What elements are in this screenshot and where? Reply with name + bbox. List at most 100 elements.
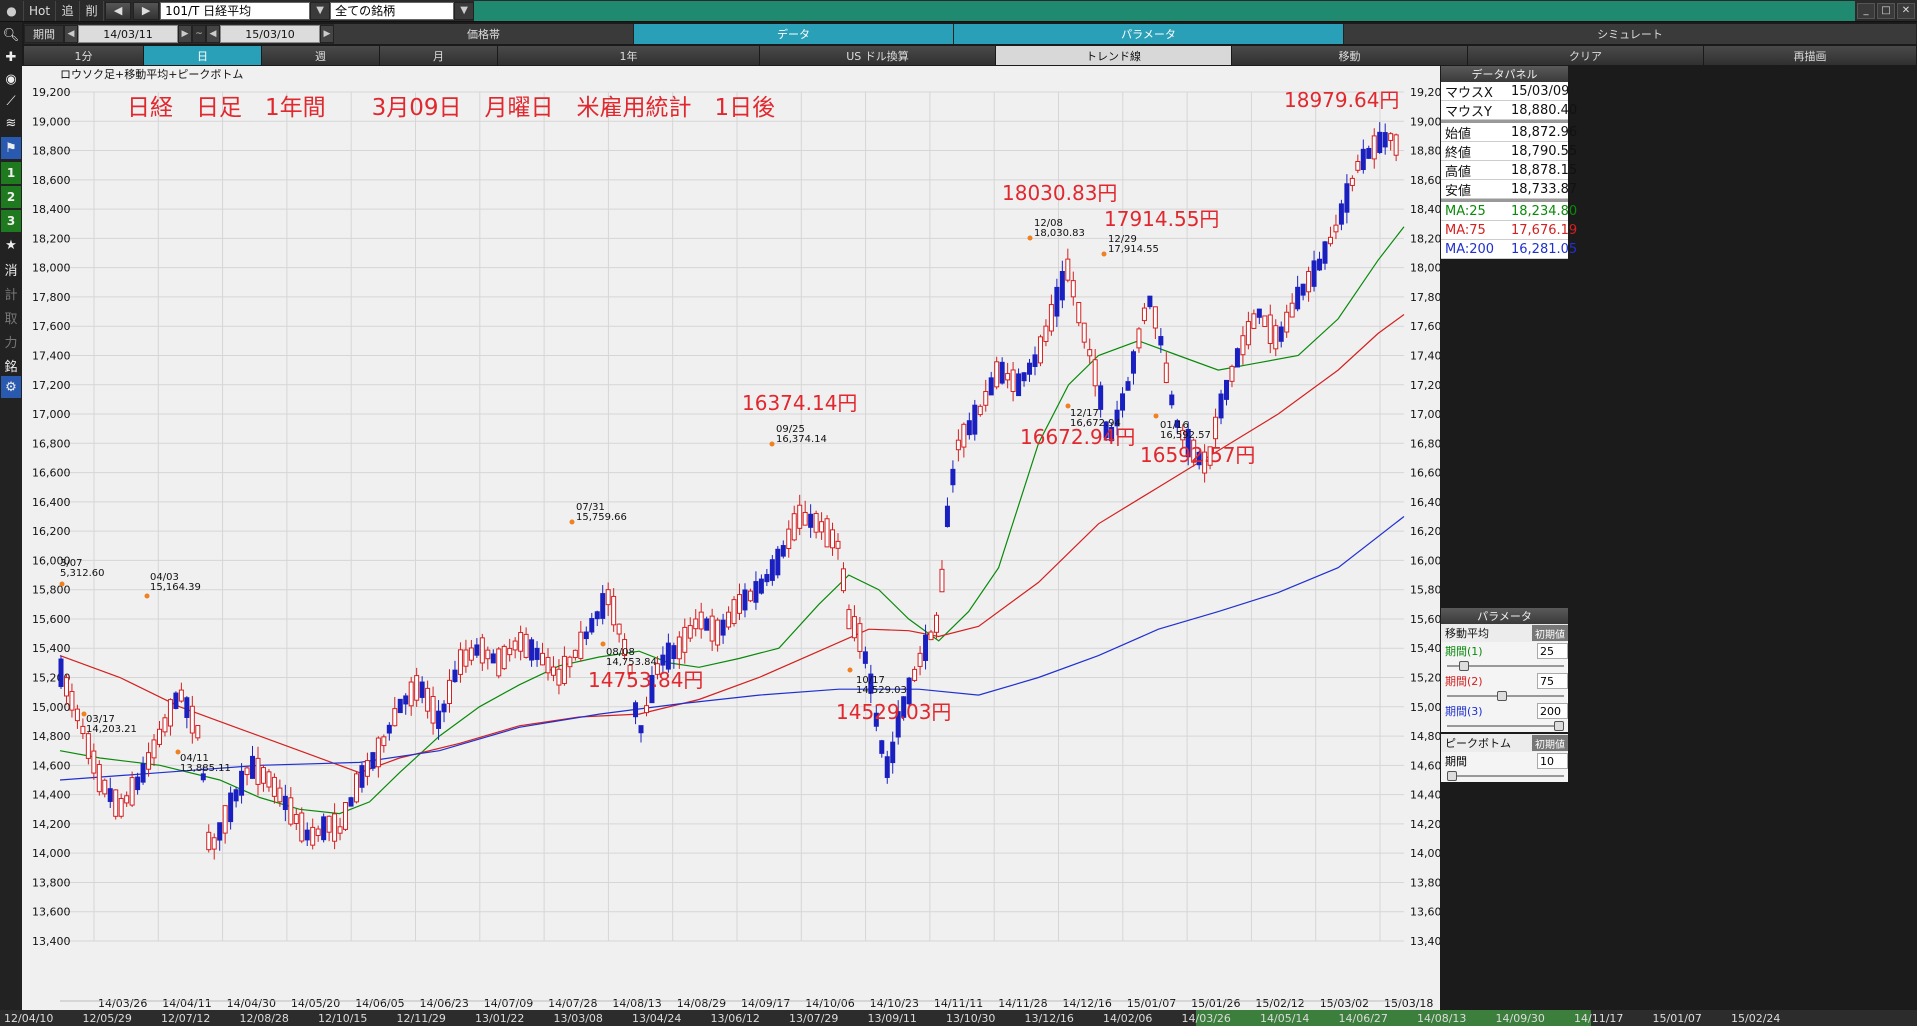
candlestick-chart[interactable]: 19,200 19,200 19,000 19,000 18,800 18,800 18,6… — [22, 66, 1440, 1010]
tab-1year[interactable]: 1年 — [498, 46, 760, 65]
pb-period-slider[interactable] — [1441, 770, 1568, 782]
candle-down — [173, 692, 179, 709]
preset-2-button[interactable]: 2 — [1, 186, 21, 208]
delete-button[interactable]: 削 — [80, 0, 105, 21]
period1-input[interactable]: 25 — [1537, 643, 1568, 659]
universe-dropdown[interactable]: ▼ — [454, 1, 475, 20]
star-icon[interactable]: ★ — [5, 237, 17, 253]
tab-1min[interactable]: 1分 — [24, 46, 144, 65]
candle-down — [1224, 379, 1230, 400]
preset-3-button[interactable]: 3 — [1, 210, 21, 232]
candle-up — [299, 812, 305, 842]
ma-reset-button[interactable]: 初期値 — [1532, 625, 1568, 641]
date-to-field[interactable]: 15/03/10 — [220, 25, 320, 43]
bottom-date-label: 12/08/28 — [240, 1012, 289, 1025]
candle-down — [704, 618, 710, 631]
symbol-dropdown[interactable]: ▼ — [310, 1, 331, 20]
pb-period-input[interactable]: 10 — [1537, 753, 1568, 769]
y-tick-left: 17,000 — [32, 408, 71, 421]
pb-period-slider-thumb[interactable] — [1447, 771, 1457, 781]
period2-slider[interactable] — [1441, 690, 1568, 702]
minimize-button[interactable]: _ — [1857, 2, 1875, 19]
candle-up — [1262, 315, 1268, 328]
candle-up — [851, 616, 857, 639]
chart-area[interactable]: 19,200 19,200 19,000 19,000 18,800 18,800 18,6… — [22, 66, 1440, 1026]
period1-slider[interactable] — [1441, 660, 1568, 672]
ma-value-row: MA:25 18,234.80 — [1441, 202, 1577, 221]
candle-up — [715, 619, 721, 646]
close-button[interactable]: ✕ — [1897, 2, 1915, 19]
to-prev-button[interactable]: ◀ — [206, 25, 220, 43]
x-tick-label: 15/01/07 — [1127, 997, 1176, 1010]
period3-slider-thumb[interactable] — [1554, 721, 1564, 731]
tab-clear[interactable]: クリア — [1468, 46, 1704, 65]
price-annotation: 14529.03円 — [836, 700, 951, 724]
y-tick-right: 15,600 — [1410, 613, 1440, 626]
tab-redraw[interactable]: 再描画 — [1704, 46, 1917, 65]
search-icon[interactable]: 🔍︎ — [2, 27, 20, 43]
bottom-date-bar[interactable]: 12/04/10 12/05/29 12/07/12 12/08/28 12/10/15… — [0, 1010, 1917, 1026]
symbol-field[interactable]: 101/T 日経平均 — [160, 1, 311, 20]
power-button[interactable]: 力 — [4, 335, 18, 351]
peak-marker — [1065, 403, 1071, 409]
candle-up — [819, 521, 825, 533]
flag-icon[interactable]: ⚑ — [1, 137, 21, 159]
bulb-icon[interactable]: ● — [0, 0, 24, 21]
hot-button[interactable]: Hot — [24, 0, 57, 21]
data-panel-value: 18,790.55 — [1511, 143, 1578, 159]
indicator-icon[interactable]: ≋ — [5, 115, 17, 131]
tab-usd-convert[interactable]: US ドル換算 — [760, 46, 996, 65]
candle-down — [660, 654, 666, 666]
tab-monthly[interactable]: 月 — [380, 46, 498, 65]
camera-icon[interactable]: ◉ — [5, 71, 17, 87]
tab-simulate[interactable]: シミュレート — [1344, 24, 1917, 44]
period3-slider[interactable] — [1441, 720, 1568, 732]
y-tick-left: 16,600 — [32, 467, 71, 480]
tab-weekly[interactable]: 週 — [262, 46, 380, 65]
period2-slider-thumb[interactable] — [1497, 691, 1507, 701]
maximize-button[interactable]: □ — [1877, 2, 1895, 19]
peak-marker — [769, 441, 775, 447]
candle-down — [1377, 131, 1383, 153]
chart-headline: 日経 日足 1年間 3月09日 月曜日 米雇用統計 1日後 — [127, 95, 775, 121]
next-symbol-button[interactable]: ▶ — [133, 1, 160, 20]
tab-trend-line[interactable]: トレンド線 — [996, 46, 1232, 65]
candle-up — [162, 717, 168, 733]
bottom-date-label: 12/04/10 — [4, 1012, 53, 1025]
date-from-field[interactable]: 14/03/11 — [78, 25, 178, 43]
y-tick-left: 18,600 — [32, 174, 71, 187]
candle-up — [1141, 307, 1147, 322]
preset-1-button[interactable]: 1 — [1, 162, 21, 184]
tab-parameter[interactable]: パラメータ — [954, 24, 1344, 44]
add-button[interactable]: 追 — [56, 0, 81, 21]
tab-data[interactable]: データ — [634, 24, 954, 44]
peak-marker — [175, 749, 181, 755]
data-panel-key: 安値 — [1445, 183, 1472, 199]
tab-daily[interactable]: 日 — [144, 46, 262, 65]
period2-input[interactable]: 75 — [1537, 673, 1568, 689]
candle-down — [950, 468, 956, 486]
y-tick-left: 15,000 — [32, 701, 71, 714]
period3-input[interactable]: 200 — [1537, 703, 1568, 719]
tab-price-band[interactable]: 価格帯 — [334, 24, 634, 44]
y-tick-right: 16,400 — [1410, 496, 1440, 509]
y-tick-right: 14,400 — [1410, 789, 1440, 802]
from-next-button[interactable]: ▶ — [178, 25, 192, 43]
issue-button[interactable]: 銘 — [4, 359, 18, 375]
from-prev-button[interactable]: ◀ — [64, 25, 78, 43]
calc-button[interactable]: 計 — [4, 287, 18, 303]
prev-symbol-button[interactable]: ◀ — [105, 1, 132, 20]
take-button[interactable]: 取 — [4, 311, 18, 327]
candle-up — [189, 705, 195, 734]
universe-field[interactable]: 全ての銘柄 — [330, 1, 455, 20]
tab-move[interactable]: 移動 — [1232, 46, 1468, 65]
line-chart-icon[interactable]: ⟋ — [6, 93, 16, 109]
pb-reset-button[interactable]: 初期値 — [1532, 735, 1568, 751]
candle-down — [720, 619, 726, 636]
erase-button[interactable]: 消 — [4, 263, 18, 279]
to-next-button[interactable]: ▶ — [320, 25, 334, 43]
peak-marker — [1101, 251, 1107, 257]
gear-icon[interactable]: ⚙ — [1, 376, 21, 398]
period1-slider-thumb[interactable] — [1459, 661, 1469, 671]
crosshair-icon[interactable]: ✚ — [5, 49, 17, 65]
